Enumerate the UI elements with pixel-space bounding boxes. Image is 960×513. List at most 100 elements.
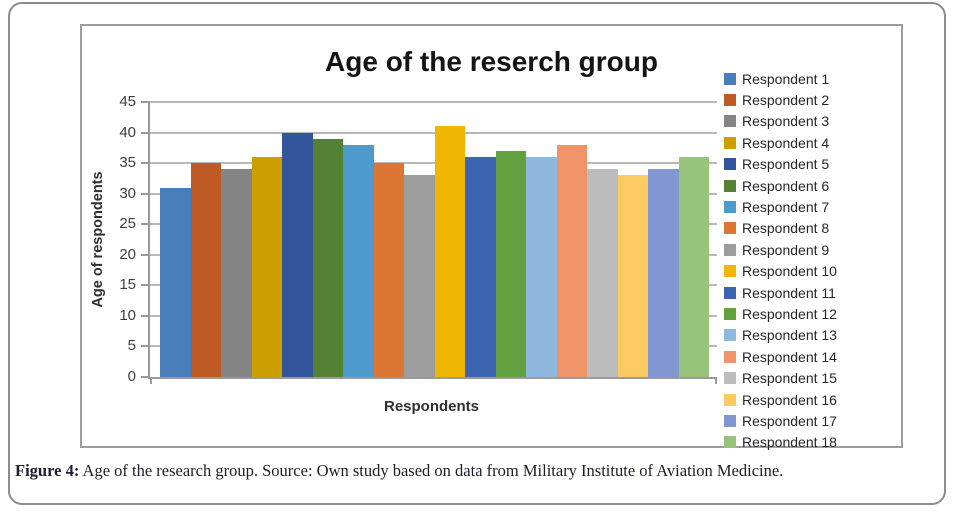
legend-item-16: Respondent 16 [724, 389, 899, 410]
y-axis-tick-0 [141, 376, 150, 378]
figure-caption-label: Figure 4: [15, 461, 80, 480]
y-axis-tick-15 [141, 284, 150, 287]
legend-item-4: Respondent 4 [724, 132, 899, 153]
legend-swatch-icon [724, 350, 736, 363]
gridline-45 [150, 101, 717, 103]
legend-label: Respondent 13 [742, 327, 837, 344]
y-tick-label-45: 45 [119, 93, 136, 110]
legend-item-15: Respondent 15 [724, 367, 899, 388]
y-axis-tick-30 [141, 192, 150, 195]
legend-item-5: Respondent 5 [724, 154, 899, 175]
y-axis-tick-45 [141, 101, 150, 103]
legend-label: Respondent 5 [742, 156, 830, 173]
y-tick-label-10: 10 [119, 306, 136, 324]
bar-respondent-3 [221, 169, 252, 377]
x-axis-tick-end [715, 377, 717, 384]
y-tick-label-25: 25 [119, 215, 136, 233]
legend-item-17: Respondent 17 [724, 410, 899, 431]
bar-respondent-15 [587, 169, 618, 377]
legend-item-7: Respondent 7 [724, 196, 899, 217]
figure-border [8, 2, 946, 505]
legend-item-11: Respondent 11 [724, 282, 899, 303]
legend-item-13: Respondent 13 [724, 325, 899, 346]
legend-item-6: Respondent 6 [724, 175, 899, 196]
legend-swatch-icon [724, 179, 736, 192]
legend-label: Respondent 16 [742, 391, 837, 408]
gridline-40 [150, 131, 717, 134]
legend-label: Respondent 15 [742, 370, 837, 387]
legend-swatch-icon [724, 307, 736, 320]
legend-label: Respondent 11 [742, 284, 836, 301]
bar-respondent-17 [648, 169, 679, 377]
legend-swatch-icon [724, 265, 736, 278]
legend-item-9: Respondent 9 [724, 239, 899, 260]
figure-caption-text: Age of the research group. Source: Own s… [82, 461, 784, 480]
y-axis-tick-25 [141, 223, 150, 226]
legend-swatch-icon [724, 329, 736, 342]
y-axis-tick-20 [141, 253, 150, 256]
y-axis-tick-10 [141, 314, 150, 317]
y-axis-title: Age of respondents [90, 171, 106, 308]
bar-respondent-11 [465, 157, 496, 377]
legend-swatch-icon [724, 243, 736, 256]
legend-swatch-icon [724, 436, 736, 449]
legend-swatch-icon [724, 393, 736, 406]
bar-respondent-2 [190, 163, 221, 377]
legend-item-18: Respondent 18 [724, 432, 899, 453]
bar-respondent-8 [373, 163, 404, 377]
bar-respondent-4 [251, 157, 282, 377]
legend-swatch-icon [724, 414, 736, 427]
legend-label: Respondent 7 [742, 199, 830, 216]
chart-title: Age of the reserch group [325, 46, 658, 77]
legend-label: Respondent 6 [742, 177, 830, 194]
legend-label: Respondent 1 [742, 70, 830, 87]
legend-item-14: Respondent 14 [724, 346, 899, 367]
legend-swatch-icon [724, 222, 736, 235]
bar-respondent-5 [282, 132, 313, 377]
legend: Respondent 1 Respondent 2 Respondent 3 Resp… [724, 68, 899, 453]
legend-label: Respondent 9 [742, 241, 830, 258]
legend-item-12: Respondent 12 [724, 303, 899, 324]
legend-swatch-icon [724, 372, 736, 385]
legend-label: Respondent 4 [742, 134, 830, 151]
y-tick-label-35: 35 [119, 154, 136, 172]
legend-swatch-icon [724, 201, 736, 214]
legend-swatch-icon [724, 94, 736, 107]
y-tick-label-40: 40 [119, 123, 136, 141]
chart-area: Age of the reserch group Age of responde… [80, 24, 903, 450]
y-tick-label-30: 30 [119, 184, 136, 202]
figure-caption: Figure 4: Age of the research group. Sou… [15, 461, 940, 481]
legend-label: Respondent 14 [742, 348, 837, 365]
legend-item-3: Respondent 3 [724, 111, 899, 132]
bar-respondent-16 [617, 175, 648, 377]
y-tick-label-15: 15 [119, 276, 136, 294]
legend-item-10: Respondent 10 [724, 261, 899, 282]
legend-item-8: Respondent 8 [724, 218, 899, 239]
y-axis-tick-5 [141, 345, 150, 348]
legend-label: Respondent 18 [742, 434, 837, 451]
bar-respondent-12 [495, 150, 526, 377]
bar-respondent-6 [312, 138, 343, 377]
y-axis-tick-40 [141, 131, 150, 134]
plot-area: 0 5 10 15 20 25 30 35 40 45 [119, 93, 717, 385]
legend-label: Respondent 3 [742, 113, 830, 130]
legend-item-2: Respondent 2 [724, 89, 899, 110]
bar-respondent-9 [404, 175, 435, 377]
legend-swatch-icon [724, 286, 736, 299]
legend-label: Respondent 12 [742, 305, 837, 322]
bar-respondent-18 [678, 157, 709, 377]
y-tick-label-20: 20 [119, 245, 136, 263]
legend-swatch-icon [724, 72, 736, 85]
y-axis-tick-35 [141, 162, 150, 165]
gridline-35 [150, 162, 717, 165]
y-tick-label-0: 0 [127, 368, 136, 385]
bar-respondent-13 [526, 157, 557, 377]
legend-label: Respondent 17 [742, 412, 837, 429]
y-tick-label-5: 5 [127, 337, 136, 355]
bar-respondent-1 [160, 187, 191, 377]
bar-respondent-14 [556, 144, 587, 377]
legend-swatch-icon [724, 158, 736, 171]
legend-label: Respondent 10 [742, 263, 837, 280]
bar-respondent-7 [343, 144, 374, 377]
